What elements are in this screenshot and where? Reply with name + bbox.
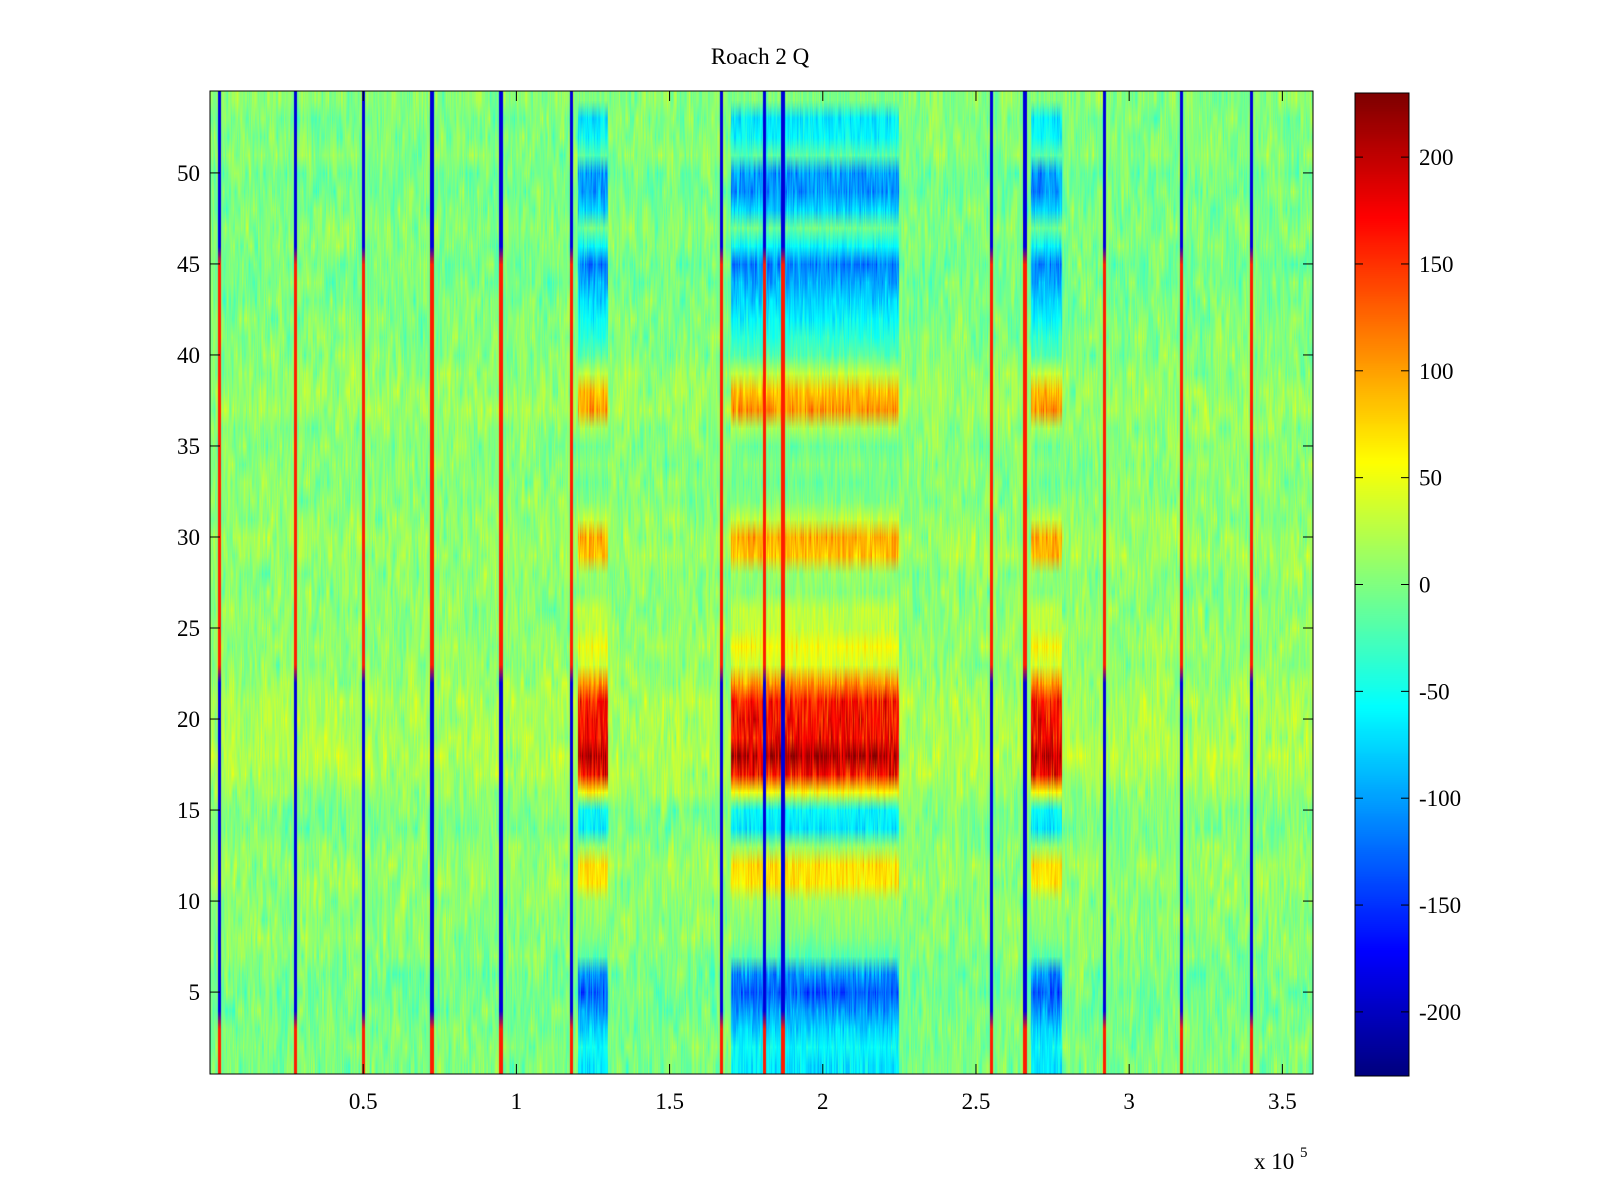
x-tick-label: 2.5 — [962, 1089, 991, 1114]
colorbar: 200 150 100 50 0 -50 -100 -150 -200 — [1354, 92, 1461, 1077]
y-tick-label: 5 — [189, 980, 201, 1005]
heatmap-image — [210, 91, 1313, 1074]
y-tick-label: 10 — [177, 889, 200, 914]
y-tick-label: 30 — [177, 525, 200, 550]
heatmap-plot: 0.5 1 1.5 2 2.5 3 3.5 5 10 15 20 25 30 35 40 45 50 — [177, 90, 1314, 1114]
chart-title: Roach 2 Q — [711, 44, 810, 69]
colorbar-tick-label: 150 — [1419, 252, 1454, 277]
x-tick-label: 0.5 — [349, 1089, 378, 1114]
colorbar-tick-label: -50 — [1419, 679, 1450, 704]
x-tick-label: 3.5 — [1268, 1089, 1297, 1114]
colorbar-tick-label: 200 — [1419, 145, 1454, 170]
y-tick-label: 45 — [177, 252, 200, 277]
y-tick-label: 35 — [177, 434, 200, 459]
x-axis-ticks: 0.5 1 1.5 2 2.5 3 3.5 — [349, 91, 1297, 1114]
plot-axes-box — [209, 90, 1314, 1075]
colorbar-ticks: 200 150 100 50 0 -50 -100 -150 -200 — [1355, 145, 1461, 1025]
y-tick-label: 25 — [177, 616, 200, 641]
colorbar-tick-label: -150 — [1419, 893, 1461, 918]
y-tick-label: 40 — [177, 343, 200, 368]
x-axis-multiplier: x 10 5 — [1254, 1145, 1308, 1174]
x-tick-label: 3 — [1123, 1089, 1135, 1114]
x-tick-label: 1.5 — [655, 1089, 684, 1114]
x-axis-multiplier-exponent: 5 — [1300, 1145, 1308, 1161]
colorbar-tick-label: 0 — [1419, 573, 1431, 598]
y-tick-label: 15 — [177, 798, 200, 823]
colorbar-image — [1355, 93, 1409, 1076]
y-axis-ticks: 5 10 15 20 25 30 35 40 45 50 — [177, 161, 1313, 1005]
x-tick-label: 1 — [511, 1089, 523, 1114]
colorbar-tick-label: 50 — [1419, 466, 1442, 491]
x-tick-label: 2 — [817, 1089, 829, 1114]
colorbar-tick-label: 100 — [1419, 359, 1454, 384]
y-tick-label: 50 — [177, 161, 200, 186]
colorbar-tick-label: -200 — [1419, 1000, 1461, 1025]
y-tick-label: 20 — [177, 707, 200, 732]
colorbar-tick-label: -100 — [1419, 786, 1461, 811]
x-axis-multiplier-base: x 10 — [1254, 1149, 1294, 1174]
